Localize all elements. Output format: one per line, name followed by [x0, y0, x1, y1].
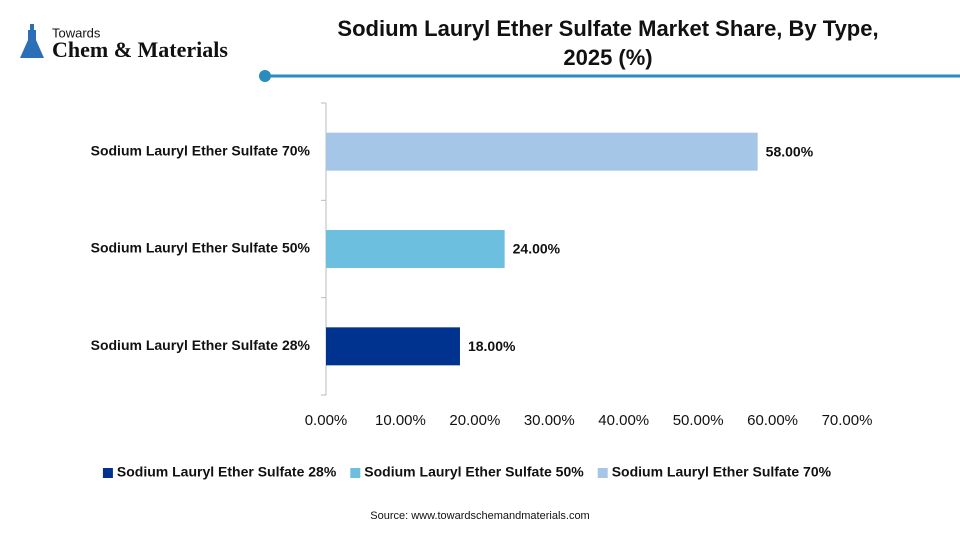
x-tick-label: 60.00% — [747, 412, 798, 429]
x-tick-label: 20.00% — [449, 412, 500, 429]
x-tick-label: 50.00% — [673, 412, 724, 429]
chart-title: Sodium Lauryl Ether Sulfate Market Share… — [337, 16, 879, 70]
bar — [326, 327, 460, 366]
logo-icon — [30, 24, 34, 30]
logo-icon — [20, 30, 44, 58]
legend-label: Sodium Lauryl Ether Sulfate 28% — [117, 464, 337, 480]
legend-swatch — [102, 468, 113, 478]
data-label: 58.00% — [766, 143, 814, 159]
x-tick-label: 40.00% — [598, 412, 649, 429]
data-label: 24.00% — [513, 241, 561, 257]
data-label: 18.00% — [468, 338, 516, 354]
header-dot — [259, 70, 271, 82]
bar — [326, 230, 505, 268]
brand-name: Chem & Materials — [52, 37, 228, 62]
legend-swatch — [597, 468, 608, 478]
y-tick-label: Sodium Lauryl Ether Sulfate 28% — [91, 337, 311, 353]
legend-swatch — [350, 468, 361, 478]
legend-label: Sodium Lauryl Ether Sulfate 70% — [612, 464, 832, 480]
source: Source: www.towardschemandmaterials.com — [370, 510, 589, 522]
bar — [326, 132, 758, 171]
y-tick-label: Sodium Lauryl Ether Sulfate 70% — [91, 142, 311, 158]
x-tick-label: 0.00% — [305, 412, 348, 429]
x-tick-label: 10.00% — [375, 412, 426, 429]
x-tick-label: 70.00% — [822, 412, 873, 429]
x-tick-label: 30.00% — [524, 412, 575, 429]
y-tick-label: Sodium Lauryl Ether Sulfate 50% — [91, 240, 311, 256]
brand-top: Towards — [52, 25, 101, 40]
legend-label: Sodium Lauryl Ether Sulfate 50% — [364, 464, 584, 480]
logo: Towards Chem & Materials — [20, 24, 228, 62]
